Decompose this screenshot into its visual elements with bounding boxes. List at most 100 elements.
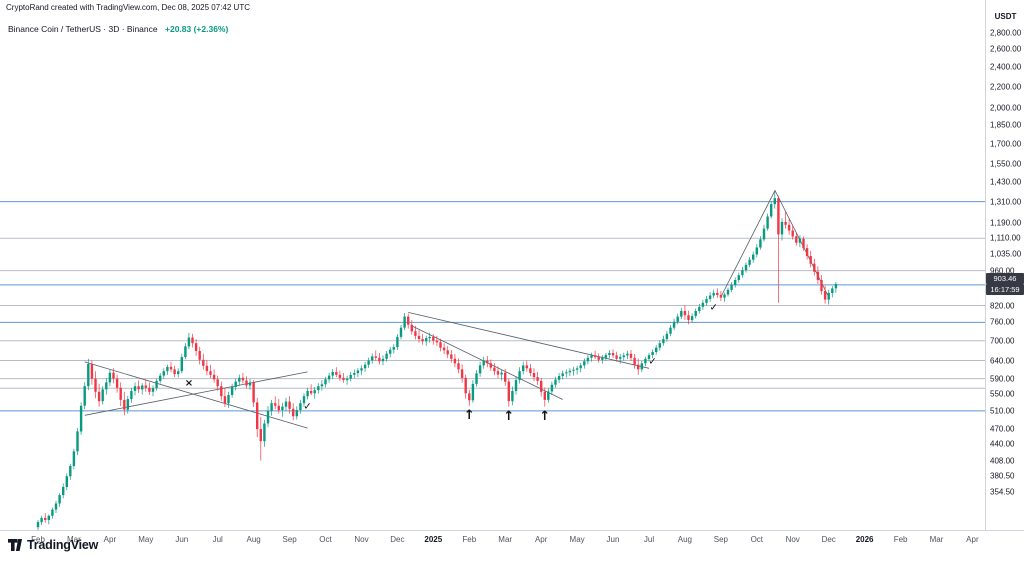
- candle[interactable]: [162, 368, 165, 379]
- candle[interactable]: [773, 191, 776, 209]
- candle[interactable]: [813, 258, 816, 276]
- candle[interactable]: [770, 201, 773, 219]
- candle[interactable]: [223, 388, 227, 407]
- candle[interactable]: [712, 289, 715, 299]
- candle[interactable]: [130, 387, 133, 403]
- candle[interactable]: [220, 381, 223, 401]
- candle[interactable]: [795, 232, 798, 246]
- arrow-up-marker[interactable]: ↑: [503, 409, 514, 424]
- candle[interactable]: [690, 313, 694, 323]
- candle[interactable]: [184, 343, 187, 360]
- candle[interactable]: [284, 397, 288, 411]
- candle[interactable]: [647, 352, 651, 362]
- candle[interactable]: [608, 350, 611, 359]
- candle[interactable]: [115, 374, 119, 393]
- candle[interactable]: [651, 349, 654, 359]
- candle[interactable]: [65, 473, 68, 491]
- candle[interactable]: [83, 382, 86, 410]
- candle[interactable]: [238, 374, 241, 386]
- candlestick-chart[interactable]: × ✓ ✓ ✓ ↑ ↑ ↑: [0, 0, 985, 530]
- candle[interactable]: [568, 368, 572, 377]
- candle[interactable]: [317, 383, 320, 394]
- candle[interactable]: [331, 369, 334, 379]
- candle[interactable]: [392, 344, 395, 354]
- candle[interactable]: [270, 399, 273, 416]
- candle[interactable]: [212, 369, 216, 383]
- candle[interactable]: [363, 361, 367, 372]
- candle[interactable]: [439, 338, 442, 352]
- candle[interactable]: [478, 361, 482, 377]
- candle[interactable]: [496, 366, 500, 379]
- candle[interactable]: [619, 354, 622, 364]
- candle[interactable]: [532, 368, 536, 382]
- candle[interactable]: [166, 364, 169, 375]
- candle[interactable]: [40, 515, 43, 525]
- check-marker[interactable]: ✓: [648, 357, 656, 368]
- candle[interactable]: [464, 374, 467, 399]
- candle[interactable]: [752, 251, 755, 263]
- candle[interactable]: [338, 370, 342, 381]
- candle[interactable]: [809, 250, 812, 268]
- candle[interactable]: [306, 387, 309, 400]
- candle[interactable]: [356, 368, 360, 378]
- candle[interactable]: [274, 396, 277, 410]
- candle[interactable]: [633, 354, 636, 369]
- candle[interactable]: [421, 333, 424, 345]
- candle[interactable]: [187, 332, 191, 350]
- candle[interactable]: [637, 358, 640, 375]
- candle[interactable]: [302, 393, 306, 407]
- candle[interactable]: [820, 275, 823, 295]
- candle[interactable]: [252, 380, 255, 407]
- candle[interactable]: [586, 355, 590, 365]
- candle[interactable]: [575, 365, 579, 375]
- candle[interactable]: [525, 360, 528, 372]
- candle[interactable]: [543, 387, 546, 407]
- candle[interactable]: [126, 395, 129, 414]
- candle[interactable]: [367, 357, 370, 368]
- trendline[interactable]: [408, 312, 650, 369]
- candle[interactable]: [169, 361, 173, 373]
- candle[interactable]: [759, 236, 762, 250]
- candle[interactable]: [133, 382, 137, 396]
- candle[interactable]: [471, 380, 475, 403]
- candle[interactable]: [159, 373, 162, 384]
- candle[interactable]: [371, 353, 374, 364]
- candle[interactable]: [389, 346, 392, 358]
- candle[interactable]: [407, 313, 410, 329]
- candle[interactable]: [69, 463, 72, 480]
- candle[interactable]: [486, 356, 489, 368]
- candle[interactable]: [457, 358, 460, 374]
- candle[interactable]: [281, 402, 284, 417]
- candle[interactable]: [112, 368, 115, 384]
- candle[interactable]: [748, 256, 751, 268]
- candle[interactable]: [245, 376, 248, 389]
- candle[interactable]: [475, 370, 478, 387]
- candle[interactable]: [611, 349, 615, 359]
- candle[interactable]: [500, 369, 503, 381]
- candle[interactable]: [399, 325, 403, 340]
- candle[interactable]: [90, 360, 94, 385]
- candle[interactable]: [518, 367, 521, 384]
- candle[interactable]: [489, 359, 492, 371]
- candle[interactable]: [87, 358, 90, 391]
- candle[interactable]: [320, 380, 324, 391]
- candle[interactable]: [155, 378, 158, 391]
- candle[interactable]: [425, 335, 428, 346]
- candle[interactable]: [629, 350, 633, 361]
- candle[interactable]: [644, 356, 647, 367]
- candle[interactable]: [604, 352, 608, 361]
- candle[interactable]: [263, 419, 266, 447]
- candle[interactable]: [708, 292, 712, 302]
- candle[interactable]: [744, 262, 748, 273]
- candle[interactable]: [784, 211, 787, 229]
- candle[interactable]: [292, 403, 295, 421]
- candle[interactable]: [435, 335, 439, 346]
- arrow-up-marker[interactable]: ↑: [539, 409, 550, 424]
- candle[interactable]: [327, 372, 331, 383]
- candle[interactable]: [230, 383, 234, 398]
- candle[interactable]: [831, 285, 834, 298]
- candle[interactable]: [198, 346, 201, 365]
- candle[interactable]: [105, 378, 108, 395]
- candle[interactable]: [723, 292, 726, 302]
- candle[interactable]: [665, 331, 669, 342]
